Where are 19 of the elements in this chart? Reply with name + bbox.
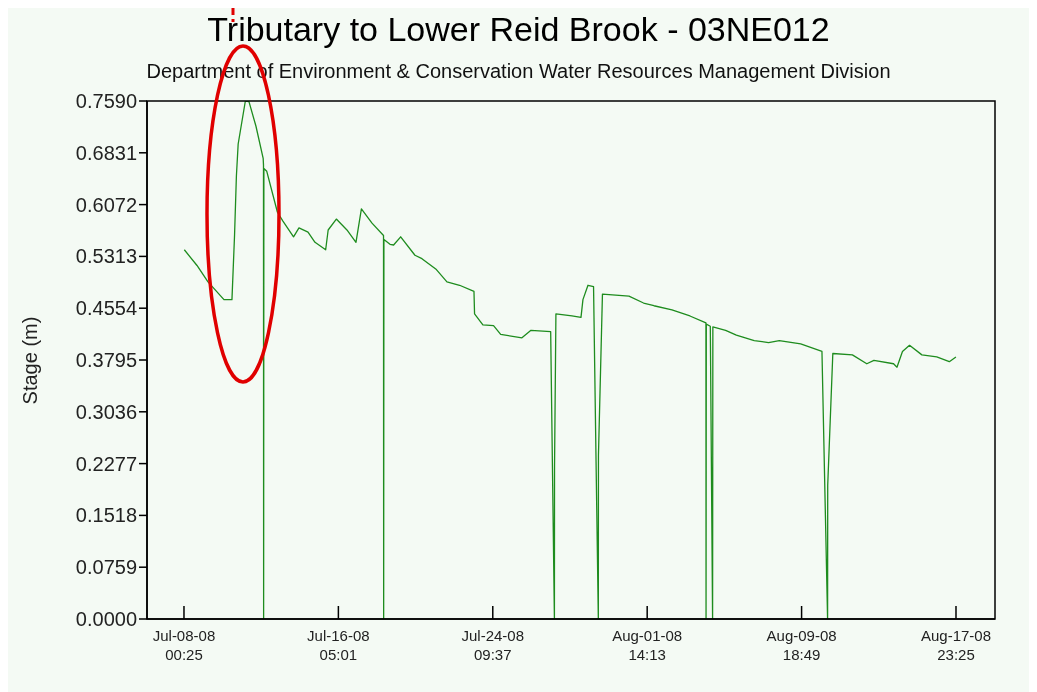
x-tick-label: Jul-08-08 00:25 [152,627,216,663]
x-tick-label: Jul-16-08 05:01 [307,627,370,663]
y-tick-label: 0.7590 [75,90,137,112]
y-axis-title: Stage (m) [19,316,43,404]
x-tick-label: Jul-24-08 09:37 [461,627,525,663]
y-tick-label: 0.3036 [75,400,137,423]
y-tick-label: 0.0000 [75,608,137,630]
chart-title: Tributary to Lower Reid Brook - 03NE012 [206,10,831,49]
y-tick-label: 0.4554 [75,297,137,320]
x-tick-label: Aug-09-08 18:49 [766,627,837,663]
x-tick-label: Aug-01-08 14:13 [612,627,683,663]
y-tick-label: 0.3795 [75,349,137,371]
y-tick-label: 0.2277 [75,452,137,475]
y-tick-label: 0.1518 [75,504,137,527]
y-tick-label: 0.6831 [75,141,137,164]
y-tick-label: 0.6072 [75,193,137,216]
y-tick-label: 0.0759 [75,556,137,579]
y-tick-label: 0.5313 [75,245,137,268]
x-tick-label: Aug-17-08 23:25 [920,627,992,663]
